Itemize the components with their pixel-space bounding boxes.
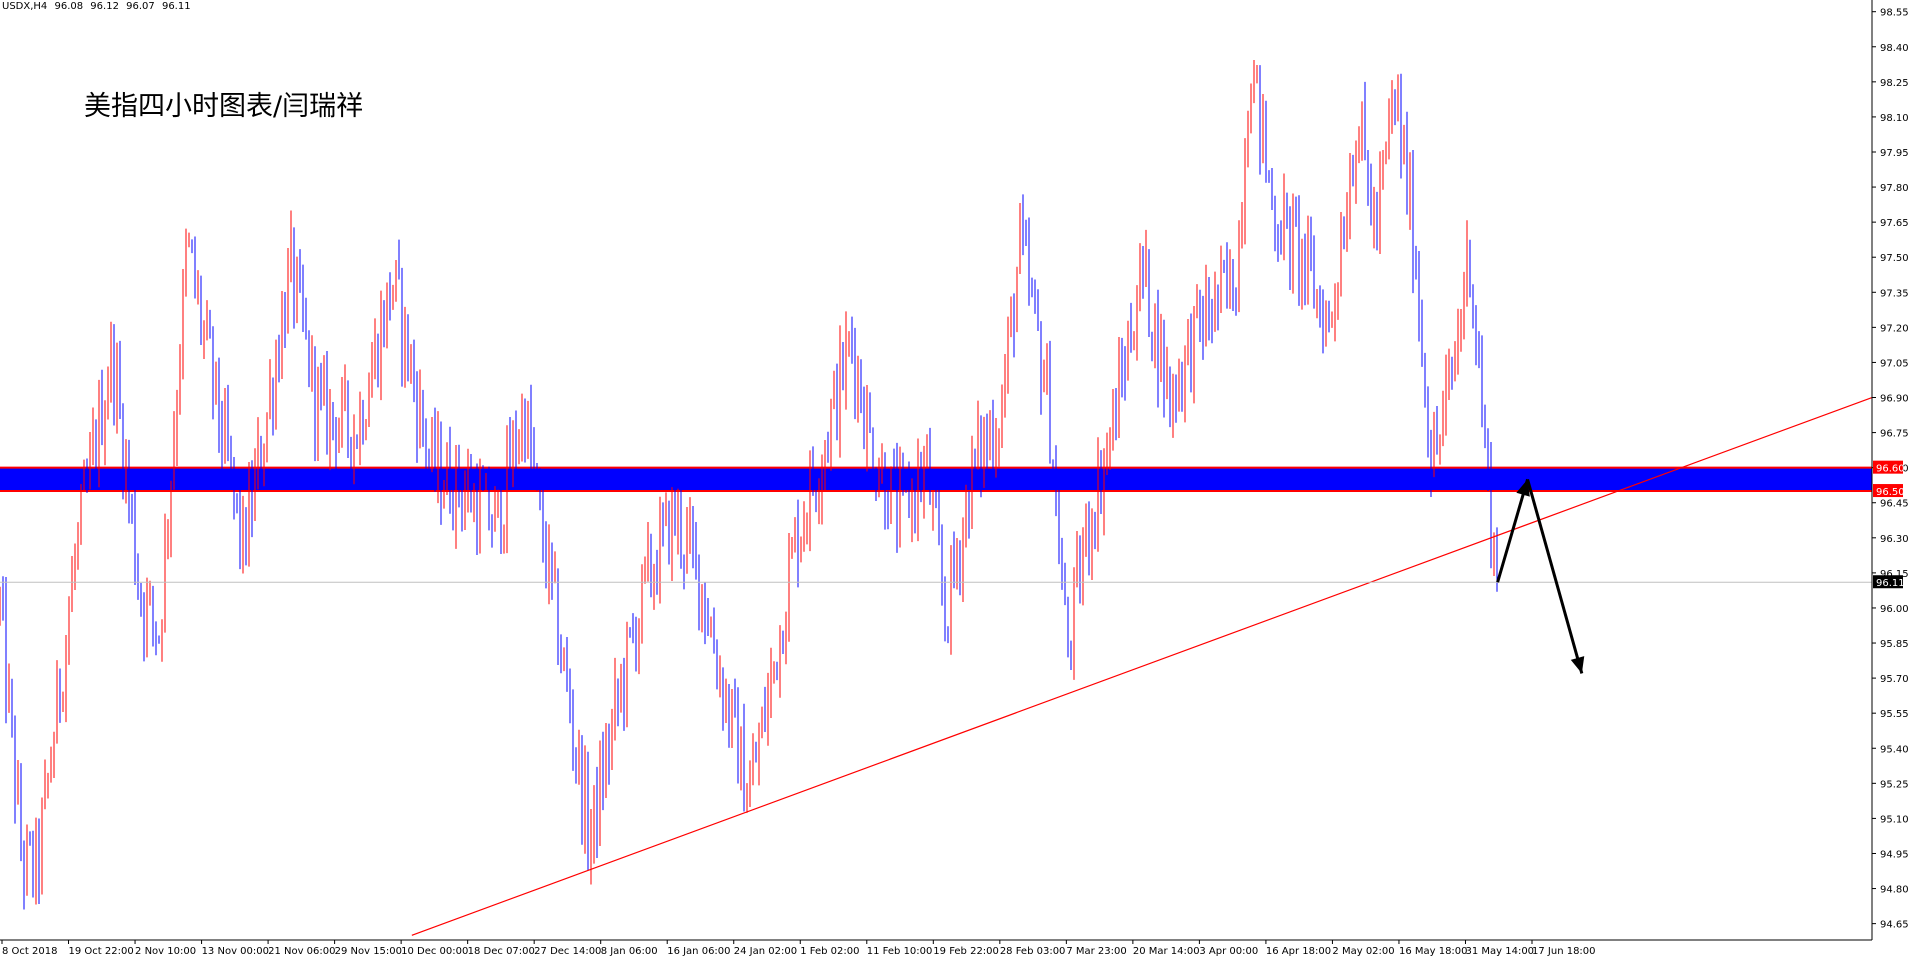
y-tick-label: 98.40 (1880, 43, 1909, 54)
x-tick-label: 8 Oct 2018 (2, 946, 57, 957)
current-price-tag (1873, 575, 1903, 589)
chart-header: USDX,H4 96.08 96.12 96.07 96.11 (2, 1, 195, 12)
y-tick-label: 96.00 (1880, 604, 1909, 615)
x-tick-label: 10 Dec 00:00 (401, 946, 468, 957)
x-tick-label: 8 Jan 06:00 (601, 946, 658, 957)
y-tick-label: 97.20 (1880, 323, 1909, 334)
y-tick-label: 94.65 (1880, 920, 1909, 931)
y-tick-label: 96.75 (1880, 429, 1909, 440)
close-value: 96.11 (161, 1, 191, 12)
high-value: 96.12 (90, 1, 119, 12)
trendline (411, 396, 1873, 936)
x-tick-label: 16 May 18:00 (1399, 946, 1468, 957)
zone-price-tag (1873, 484, 1903, 498)
y-tick-label: 98.25 (1880, 78, 1909, 89)
y-tick-label: 97.35 (1880, 288, 1909, 299)
x-tick-label: 18 Dec 07:00 (468, 946, 535, 957)
y-tick-label: 96.45 (1880, 499, 1909, 510)
zone-price-label: 96.60 (1876, 464, 1905, 475)
y-tick-label: 94.80 (1880, 885, 1909, 896)
x-tick-label: 16 Jan 06:00 (667, 946, 730, 957)
current-price-label: 96.11 (1876, 578, 1905, 589)
y-tick-label: 95.85 (1880, 639, 1909, 650)
x-tick-label: 19 Feb 22:00 (933, 946, 999, 957)
y-tick-label: 95.40 (1880, 744, 1909, 755)
ohlc-bars-layer (0, 59, 1498, 910)
x-tick-label: 31 May 14:00 (1465, 946, 1534, 957)
y-tick-label: 95.70 (1880, 674, 1909, 685)
x-tick-label: 7 Mar 23:00 (1066, 946, 1126, 957)
y-tick-label: 97.05 (1880, 358, 1909, 369)
y-tick-label: 94.95 (1880, 849, 1909, 860)
y-tick-label: 96.30 (1880, 534, 1909, 545)
x-tick-label: 17 Jun 18:00 (1532, 946, 1596, 957)
zone-price-label: 96.50 (1876, 487, 1905, 498)
chart-title: 美指四小时图表/闫瑞祥 (84, 91, 364, 122)
x-tick-label: 16 Apr 18:00 (1266, 946, 1331, 957)
y-tick-label: 95.25 (1880, 779, 1909, 790)
symbol-label: USDX,H4 (2, 1, 48, 12)
y-tick-label: 96.15 (1880, 569, 1909, 580)
projection-arrow-shaft (1496, 478, 1529, 583)
y-tick-label: 97.50 (1880, 253, 1909, 264)
annotation-layer (0, 396, 1873, 936)
x-tick-label: 28 Feb 03:00 (1000, 946, 1066, 957)
x-tick-label: 11 Feb 10:00 (867, 946, 933, 957)
projection-arrow-head (1570, 656, 1585, 674)
x-tick-label: 13 Nov 00:00 (202, 946, 269, 957)
x-tick-label: 19 Oct 22:00 (69, 946, 134, 957)
y-tick-label: 97.65 (1880, 218, 1909, 229)
open-value: 96.08 (54, 1, 84, 12)
y-tick-label: 97.95 (1880, 148, 1909, 159)
x-tick-label: 3 Apr 00:00 (1199, 946, 1258, 957)
x-tick-label: 2 May 02:00 (1332, 946, 1394, 957)
x-tick-label: 1 Feb 02:00 (800, 946, 859, 957)
x-tick-label: 24 Jan 02:00 (734, 946, 797, 957)
low-value: 96.07 (126, 1, 155, 12)
x-tick-label: 27 Dec 14:00 (534, 946, 601, 957)
y-tick-label: 96.90 (1880, 394, 1909, 405)
x-tick-label: 2 Nov 10:00 (135, 946, 196, 957)
y-tick-label: 95.10 (1880, 814, 1909, 825)
x-tick-label: 29 Nov 15:00 (335, 946, 402, 957)
x-tick-label: 20 Mar 14:00 (1133, 946, 1200, 957)
projection-arrow-head (1516, 479, 1530, 497)
projection-arrow-shaft (1526, 478, 1584, 674)
y-tick-label: 95.55 (1880, 709, 1909, 720)
y-tick-label: 98.10 (1880, 113, 1909, 124)
y-tick-label: 97.80 (1880, 183, 1909, 194)
y-tick-label: 98.55 (1880, 8, 1909, 19)
zone-price-tag (1873, 460, 1903, 474)
x-tick-label: 21 Nov 06:00 (268, 946, 335, 957)
